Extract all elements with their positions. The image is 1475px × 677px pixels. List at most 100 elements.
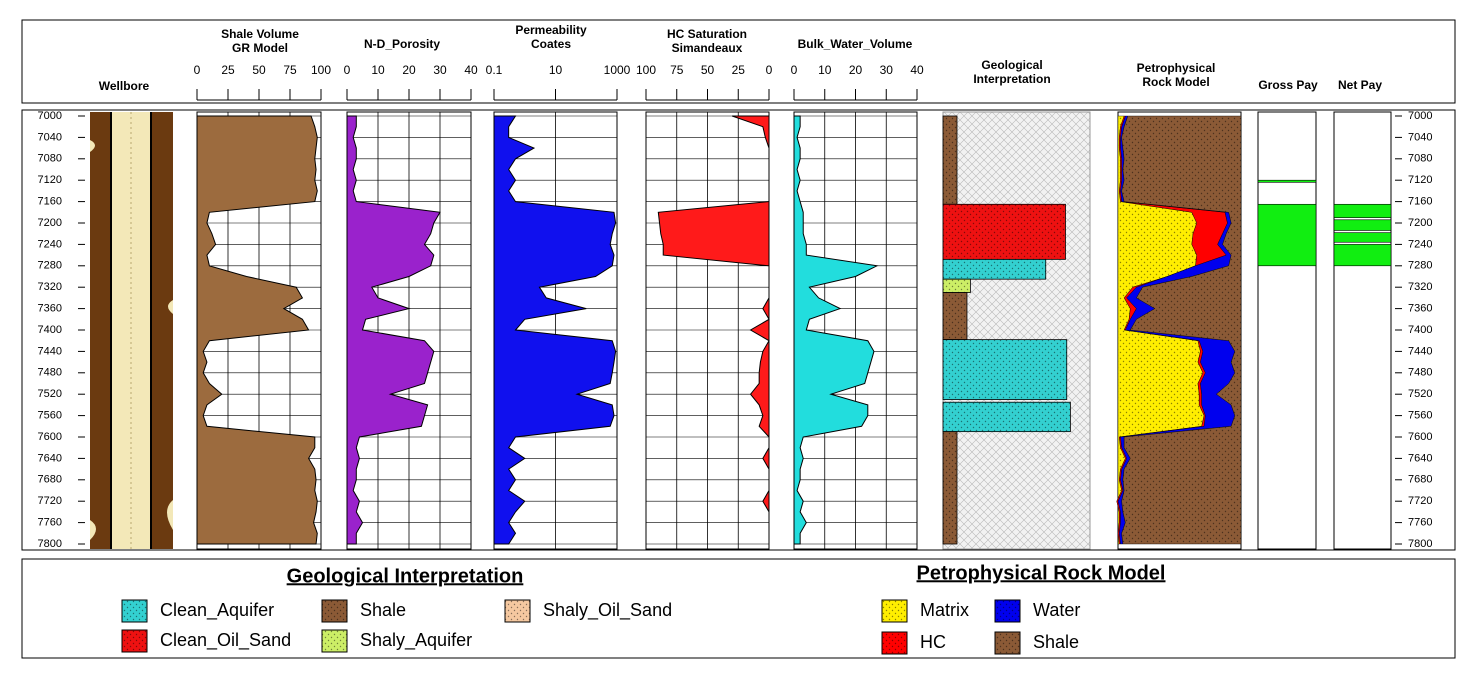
scale-label: 30 — [880, 63, 894, 77]
lithology-interval — [942, 278, 971, 293]
pay-interval — [1333, 219, 1392, 231]
depth-label: 7600 — [1408, 431, 1432, 443]
track-title: HC Saturation — [667, 27, 747, 41]
scale-label: 25 — [221, 63, 235, 77]
scale-label: 0 — [766, 63, 773, 77]
scale-label: 0 — [344, 63, 351, 77]
depth-label: 7280 — [38, 260, 62, 272]
scale-label: 40 — [464, 63, 478, 77]
scale-label: 10 — [549, 63, 563, 77]
legend-label: Clean_Oil_Sand — [160, 630, 291, 651]
scale-label: 50 — [701, 63, 715, 77]
depth-label: 7760 — [1408, 517, 1432, 529]
wellbore-track — [90, 112, 173, 549]
wellbore-hole — [112, 112, 150, 549]
track-title: Net Pay — [1338, 78, 1382, 92]
track-title: Simandeaux — [672, 41, 743, 55]
depth-label: 7000 — [38, 110, 62, 122]
depth-label: 7480 — [38, 367, 62, 379]
depth-label: 7240 — [38, 238, 62, 250]
scale-label: 75 — [283, 63, 297, 77]
depth-label: 7120 — [38, 174, 62, 186]
geology-background — [942, 111, 1091, 550]
pay-interval — [1333, 232, 1392, 243]
track-title: Wellbore — [99, 79, 150, 93]
depth-label: 7120 — [1408, 174, 1432, 186]
scale-label: 100 — [311, 63, 331, 77]
scale-label: 50 — [252, 63, 266, 77]
scale-label: 75 — [670, 63, 684, 77]
legend-swatch — [994, 599, 1021, 623]
legend-label: HC — [920, 632, 946, 652]
scale-label: 10 — [371, 63, 385, 77]
track-frame — [1257, 111, 1317, 550]
curve-fill — [196, 115, 318, 545]
track-title: Coates — [531, 37, 571, 51]
legend-title: Petrophysical Rock Model — [917, 562, 1166, 584]
depth-label: 7720 — [38, 495, 62, 507]
legend-label: Water — [1033, 600, 1080, 620]
track-frame — [1333, 111, 1392, 550]
depth-label: 7680 — [1408, 474, 1432, 486]
track-title: Permeability — [515, 23, 587, 37]
depth-label: 7320 — [38, 281, 62, 293]
rock-volume — [1121, 115, 1242, 545]
legend-swatch — [881, 599, 908, 623]
depth-label: 7080 — [1408, 153, 1432, 165]
legend-swatch — [994, 631, 1021, 655]
track-title: Petrophysical — [1137, 61, 1216, 75]
scale-label: 20 — [402, 63, 416, 77]
legend-box — [21, 558, 1456, 659]
lithology-interval — [942, 292, 968, 341]
track-title: Gross Pay — [1258, 78, 1318, 92]
legend-title: Geological Interpretation — [287, 565, 524, 587]
lithology-interval — [942, 431, 958, 545]
depth-label: 7600 — [38, 431, 62, 443]
scale-label: 30 — [433, 63, 447, 77]
depth-label: 7000 — [1408, 110, 1432, 122]
depth-label: 7440 — [1408, 345, 1432, 357]
track-title: N-D_Porosity — [364, 37, 440, 51]
depth-label: 7160 — [1408, 196, 1432, 208]
lithology-interval — [942, 401, 1071, 433]
track-title: Interpretation — [973, 72, 1050, 86]
depth-label: 7400 — [38, 324, 62, 336]
depth-label: 7360 — [38, 303, 62, 315]
track-title: Rock Model — [1142, 75, 1209, 89]
scale-label: 0 — [791, 63, 798, 77]
curve-fill — [346, 115, 441, 545]
scale-label: 100 — [636, 63, 656, 77]
depth-label: 7520 — [1408, 388, 1432, 400]
legend-swatch — [504, 599, 531, 623]
track-title: GR Model — [232, 41, 288, 55]
lithology-interval — [942, 203, 1066, 260]
legend-swatch — [881, 631, 908, 655]
depth-label: 7160 — [38, 196, 62, 208]
depth-label: 7040 — [1408, 131, 1432, 143]
pay-interval — [1333, 244, 1392, 267]
depth-label: 7040 — [38, 131, 62, 143]
pay-interval — [1257, 179, 1317, 183]
legend-label: Shale — [1033, 632, 1079, 652]
depth-label: 7320 — [1408, 281, 1432, 293]
depth-label: 7480 — [1408, 367, 1432, 379]
depth-label: 7680 — [38, 474, 62, 486]
legend-label: Clean_Aquifer — [160, 600, 274, 621]
legend-label: Shale — [360, 600, 406, 620]
legend-label: Shaly_Aquifer — [360, 630, 472, 651]
scale-label: 20 — [849, 63, 863, 77]
depth-label: 7200 — [38, 217, 62, 229]
lithology-interval — [942, 258, 1047, 280]
lithology-interval — [942, 339, 1068, 400]
curve-fill — [793, 115, 879, 545]
depth-label: 7080 — [38, 153, 62, 165]
track-title: Shale Volume — [221, 27, 299, 41]
depth-label: 7640 — [38, 452, 62, 464]
pay-interval — [1333, 203, 1392, 218]
pay-interval — [1257, 203, 1317, 267]
track-title: Geological — [981, 58, 1042, 72]
lithology-interval — [942, 115, 958, 205]
depth-label: 7400 — [1408, 324, 1432, 336]
curve-fill — [657, 115, 770, 544]
